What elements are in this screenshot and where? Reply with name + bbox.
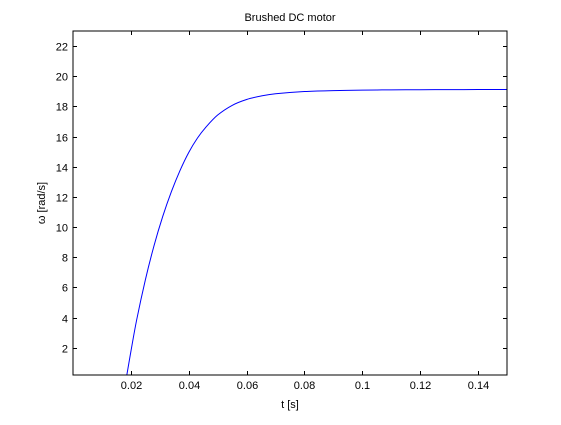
ticks-layer bbox=[73, 31, 507, 375]
plot-area bbox=[73, 31, 507, 375]
plot-frame bbox=[72, 30, 508, 376]
y-tick-label: 6 bbox=[62, 283, 68, 295]
y-tick-label: 12 bbox=[56, 193, 68, 205]
y-tick-label: 22 bbox=[56, 42, 68, 54]
x-tick-label: 0.06 bbox=[237, 380, 258, 392]
y-tick-label: 16 bbox=[56, 133, 68, 145]
x-tick-label: 0.1 bbox=[355, 380, 370, 392]
y-tick-label: 18 bbox=[56, 102, 68, 114]
y-tick-label: 14 bbox=[56, 163, 68, 175]
y-tick-label: 10 bbox=[56, 223, 68, 235]
x-tick-label: 0.04 bbox=[179, 380, 200, 392]
y-tick-label: 8 bbox=[62, 253, 68, 265]
y-tick-label: 2 bbox=[62, 344, 68, 356]
y-tick-label: 20 bbox=[56, 72, 68, 84]
series-line bbox=[126, 89, 508, 376]
y-tick-label: 4 bbox=[62, 314, 68, 326]
x-tick-label: 0.02 bbox=[121, 380, 142, 392]
x-tick-label: 0.12 bbox=[410, 380, 431, 392]
chart-title: Brushed DC motor bbox=[244, 12, 335, 24]
labels-layer: 0.02 0.04 0.06 0.08 0.1 0.12 0.14 2 4 6 8 10 12 14 16 1… bbox=[56, 42, 489, 393]
x-tick-label: 0.08 bbox=[294, 380, 315, 392]
x-axis-label: t [s] bbox=[281, 399, 299, 411]
y-axis-label: ω [rad/s] bbox=[36, 182, 48, 224]
x-tick-label: 0.14 bbox=[468, 380, 489, 392]
